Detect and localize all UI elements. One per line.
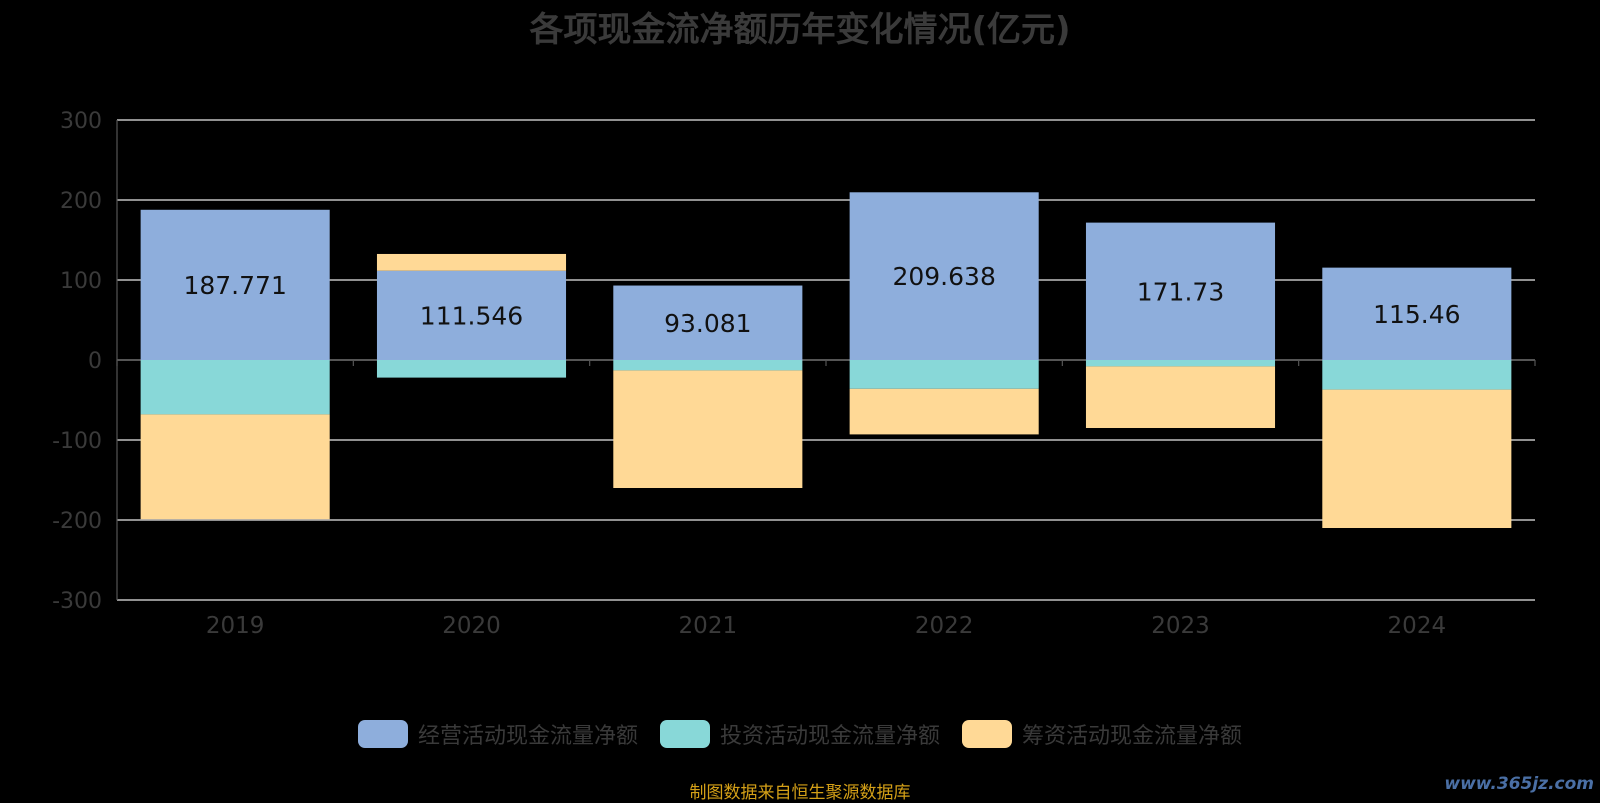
chart-title: 各项现金流净额历年变化情况(亿元)	[529, 10, 1071, 50]
bar-investing	[376, 360, 567, 378]
legend-label-financing: 筹资活动现金流量净额	[1022, 724, 1243, 749]
data-label: 93.081	[664, 309, 751, 338]
bar-investing	[1322, 360, 1512, 390]
y-tick-label: 200	[60, 189, 102, 214]
legend-item-operating[interactable]: 经营活动现金流量净额	[357, 718, 638, 750]
bar-operating	[849, 192, 1039, 360]
data-label: 187.771	[183, 271, 286, 300]
bar-financing	[613, 370, 803, 488]
bar-financing	[1085, 366, 1276, 428]
legend-item-investing[interactable]: 投资活动现金流量净额	[659, 718, 940, 750]
bar-investing	[1085, 360, 1276, 367]
legend-label-investing: 投资活动现金流量净额	[719, 724, 940, 749]
bar-financing	[140, 414, 330, 520]
legend-label-operating: 经营活动现金流量净额	[417, 724, 638, 749]
x-tick-label: 2020	[442, 613, 501, 639]
legend-swatch-operating	[357, 720, 408, 748]
y-tick-label: -200	[52, 509, 102, 534]
bar-operating	[140, 209, 330, 360]
y-tick-label: -100	[52, 429, 102, 454]
data-label: 209.638	[892, 262, 995, 291]
y-tick-label: 100	[60, 269, 102, 294]
data-label: 171.73	[1137, 277, 1224, 306]
x-tick-label: 2019	[206, 613, 265, 639]
legend-swatch-financing	[962, 720, 1012, 748]
source-note: 制图数据来自恒生聚源数据库	[689, 783, 911, 803]
x-tick-label: 2021	[679, 613, 738, 639]
data-label: 111.546	[420, 301, 523, 330]
chart-plot: 300 200 100 0 -100 -200 -300 187.771 2019 111.546…	[52, 109, 1536, 639]
bar-financing	[849, 388, 1039, 435]
bar-financing	[376, 253, 567, 271]
legend-swatch-investing	[659, 720, 710, 748]
x-tick-label: 2023	[1151, 613, 1210, 639]
y-tick-label: 300	[60, 109, 102, 134]
bar-investing	[849, 360, 1039, 389]
bar-operating	[376, 270, 567, 360]
bar-operating	[613, 285, 803, 360]
y-tick-label: -300	[52, 589, 102, 614]
bar-investing	[140, 360, 330, 415]
y-tick-label: 0	[88, 349, 102, 374]
bar-operating	[1322, 267, 1512, 360]
x-tick-label: 2024	[1388, 613, 1447, 639]
legend: 经营活动现金流量净额 投资活动现金流量净额 筹资活动现金流量净额	[0, 718, 1600, 750]
bar-investing	[613, 360, 803, 371]
bar-operating	[1085, 222, 1276, 360]
data-label: 115.46	[1373, 300, 1460, 329]
bar-financing	[1322, 389, 1512, 528]
x-tick-label: 2022	[915, 613, 974, 639]
legend-item-financing[interactable]: 筹资活动现金流量净额	[962, 718, 1242, 750]
watermark: www.365jz.com	[1444, 774, 1594, 794]
